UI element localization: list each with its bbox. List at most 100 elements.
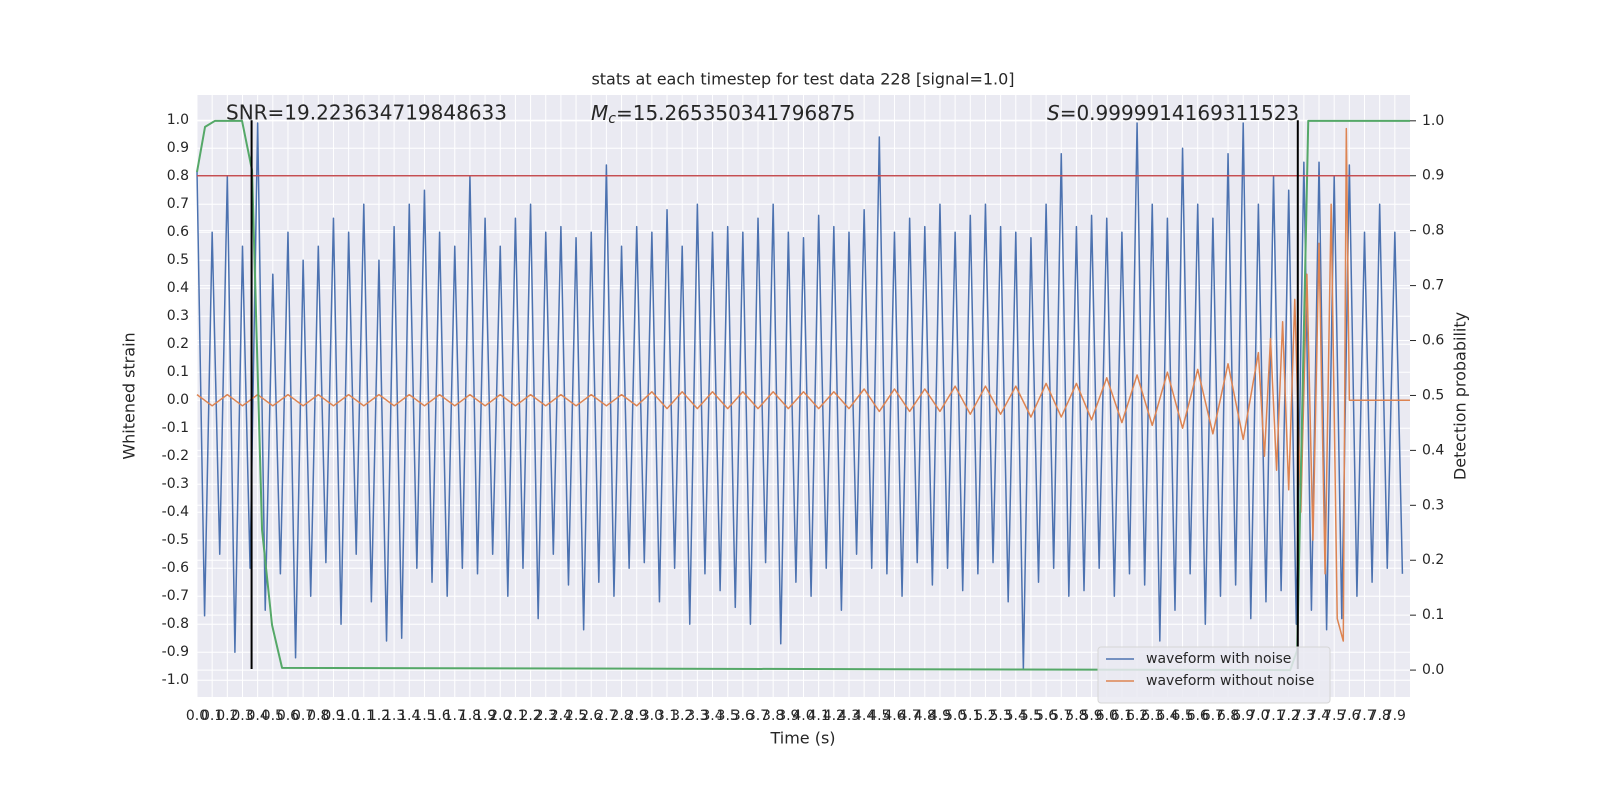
x-tick-label: 0.3 (231, 708, 253, 724)
x-tick-label: 2.7 (595, 708, 617, 724)
x-tick-label: 7.0 (1247, 708, 1269, 724)
series-line (196, 122, 1404, 670)
y2-tick-label: 0.0 (1422, 662, 1444, 678)
x-tick-label: 5.7 (1050, 708, 1072, 724)
series-line (196, 127, 1410, 642)
x-tick-label: 5.4 (1005, 708, 1027, 724)
y-tick-label: 0.4 (167, 280, 189, 296)
x-tick-label: 4.5 (868, 708, 890, 724)
y2-tick-label: 0.2 (1422, 552, 1444, 568)
x-tick-label: 7.1 (1262, 708, 1284, 724)
mc-subscript: c (608, 111, 616, 127)
x-tick-label: 5.3 (989, 708, 1011, 724)
x-tick-label: 0.6 (277, 708, 299, 724)
x-tick-label: 6.6 (1187, 708, 1209, 724)
y-tick-label: -0.6 (162, 560, 189, 576)
y2-tick-label: 0.4 (1422, 442, 1444, 458)
y2-tick-label: 0.3 (1422, 497, 1444, 513)
x-tick-label: 1.5 (413, 708, 435, 724)
chart-title: stats at each timestep for test data 228… (591, 70, 1014, 89)
x-tick-label: 1.1 (353, 708, 375, 724)
x-tick-label: 2.3 (535, 708, 557, 724)
x-tick-label: 6.0 (1096, 708, 1118, 724)
x-tick-label: 5.5 (1020, 708, 1042, 724)
x-tick-label: 6.2 (1126, 708, 1148, 724)
x-tick-label: 2.1 (504, 708, 526, 724)
labels: 0.00.10.20.30.40.50.60.70.80.91.01.11.21… (162, 112, 1445, 724)
x-tick-label: 4.1 (808, 708, 830, 724)
x-tick-label: 0.5 (262, 708, 284, 724)
x-tick-label: 3.7 (747, 708, 769, 724)
x-tick-label: 4.8 (914, 708, 936, 724)
x-tick-label: 3.1 (656, 708, 678, 724)
y-tick-label: -0.3 (162, 476, 189, 492)
s-symbol: S (1047, 101, 1060, 125)
s-value: =0.9999914169311523 (1060, 101, 1299, 125)
y2-tick-label: 0.5 (1422, 387, 1444, 403)
y-tick-label: 0.1 (167, 364, 189, 380)
x-tick-label: 6.3 (1141, 708, 1163, 724)
x-tick-label: 4.4 (853, 708, 875, 724)
x-tick-label: 2.4 (550, 708, 572, 724)
x-tick-label: 1.0 (337, 708, 359, 724)
x-tick-label: 6.8 (1217, 708, 1239, 724)
x-tick-label: 0.4 (247, 708, 269, 724)
y-tick-label: -0.5 (162, 532, 189, 548)
y-tick-label: 0.2 (167, 336, 189, 352)
y2-tick-label: 0.7 (1422, 278, 1444, 294)
x-tick-label: 3.8 (762, 708, 784, 724)
x-tick-label: 6.4 (1156, 708, 1178, 724)
x-tick-label: 5.8 (1065, 708, 1087, 724)
x-tick-label: 2.6 (580, 708, 602, 724)
mc-annotation: Mc=15.265350341796875 (591, 101, 855, 128)
y2-tick-label: 0.9 (1422, 168, 1444, 184)
x-tick-label: 4.2 (823, 708, 845, 724)
x-tick-label: 0.9 (322, 708, 344, 724)
x-tick-label: 1.3 (383, 708, 405, 724)
y-axis-label: Whitened strain (120, 332, 139, 459)
x-tick-label: 3.6 (732, 708, 754, 724)
s-annotation: S=0.9999914169311523 (1047, 101, 1299, 125)
y-tick-label: 0.0 (167, 392, 189, 408)
y2-axis-label: Detection probability (1451, 312, 1470, 480)
y-tick-label: 0.3 (167, 308, 189, 324)
x-tick-label: 7.3 (1293, 708, 1315, 724)
y-tick-label: -0.2 (162, 448, 189, 464)
x-tick-label: 4.0 (792, 708, 814, 724)
x-tick-label: 5.9 (1080, 708, 1102, 724)
x-tick-label: 6.1 (1111, 708, 1133, 724)
y-tick-label: 0.9 (167, 140, 189, 156)
y-tick-label: -0.9 (162, 644, 189, 660)
y-tick-label: -1.0 (162, 672, 189, 688)
x-tick-label: 1.4 (398, 708, 420, 724)
x-tick-label: 3.2 (671, 708, 693, 724)
x-tick-label: 3.0 (641, 708, 663, 724)
x-tick-label: 0.0 (186, 708, 208, 724)
x-tick-label: 0.1 (201, 708, 223, 724)
x-tick-label: 1.9 (474, 708, 496, 724)
y-tick-label: -0.1 (162, 420, 189, 436)
x-tick-label: 1.7 (444, 708, 466, 724)
x-tick-label: 7.7 (1353, 708, 1375, 724)
x-tick-label: 4.7 (899, 708, 921, 724)
x-tick-label: 5.1 (959, 708, 981, 724)
x-tick-label: 6.9 (1232, 708, 1254, 724)
marks (196, 119, 1410, 672)
x-tick-label: 7.2 (1278, 708, 1300, 724)
snr-annotation: SNR=19.223634719848633 (226, 101, 507, 125)
x-axis-label: Time (s) (769, 729, 835, 748)
x-tick-label: 5.2 (974, 708, 996, 724)
x-tick-label: 7.8 (1369, 708, 1391, 724)
x-tick-label: 1.8 (459, 708, 481, 724)
mc-symbol: M (591, 101, 608, 125)
x-tick-label: 3.4 (701, 708, 723, 724)
x-tick-label: 4.6 (883, 708, 905, 724)
y-tick-label: 0.6 (167, 224, 189, 240)
y2-tick-label: 0.1 (1422, 607, 1444, 623)
x-tick-label: 0.7 (292, 708, 314, 724)
y-tick-label: 1.0 (167, 112, 189, 128)
x-tick-label: 7.4 (1308, 708, 1330, 724)
legend-label: waveform with noise (1146, 651, 1291, 667)
x-tick-label: 3.9 (777, 708, 799, 724)
